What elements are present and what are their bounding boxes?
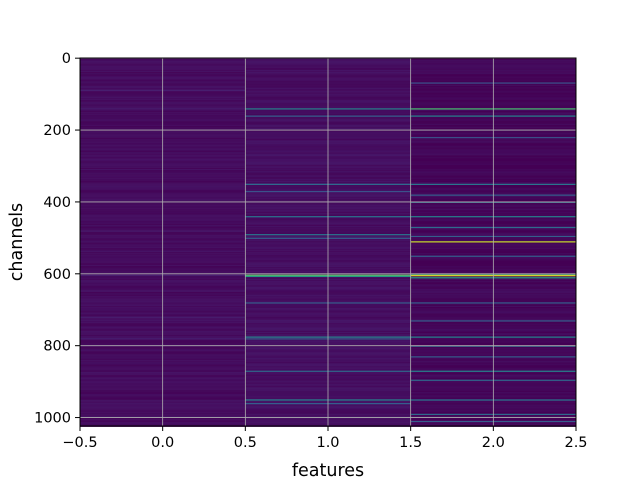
- x-tick-label: 0.0: [151, 435, 174, 451]
- y-tick-label: 600: [43, 267, 71, 283]
- x-tick-label: 1.0: [316, 435, 339, 451]
- y-tick-label: 200: [43, 123, 71, 139]
- y-axis-label: channels: [7, 203, 27, 281]
- x-axis-label: features: [292, 461, 364, 480]
- x-tick-label: −0.5: [62, 435, 97, 451]
- y-tick-label: 1000: [34, 411, 71, 427]
- y-tick-label: 800: [43, 339, 71, 355]
- x-axis: −0.5 0.0 0.5 1.0 1.5 2.0 2.5: [62, 426, 588, 451]
- x-tick-label: 2.5: [564, 435, 587, 451]
- y-tick-label: 0: [62, 51, 71, 67]
- y-tick-label: 400: [43, 195, 71, 211]
- x-tick-label: 0.5: [234, 435, 257, 451]
- y-axis: 0 200 400 600 800 1000: [34, 51, 80, 427]
- x-tick-label: 2.0: [482, 435, 505, 451]
- x-tick-label: 1.5: [399, 435, 422, 451]
